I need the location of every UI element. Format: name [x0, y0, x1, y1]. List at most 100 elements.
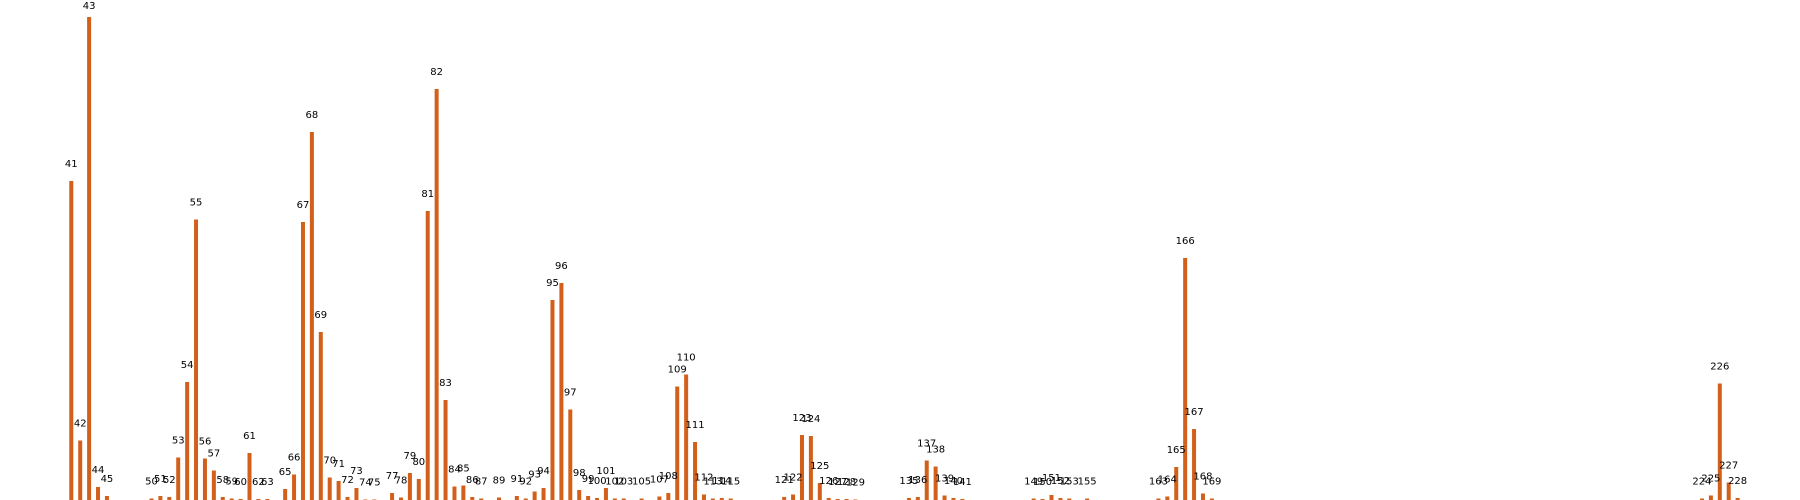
- bar-163: [1156, 498, 1161, 500]
- bar-52: [167, 497, 172, 500]
- bar-label-128: 128: [837, 477, 856, 488]
- bar-label-105: 105: [632, 477, 651, 488]
- bar-169: [1209, 498, 1214, 500]
- bar-125: [817, 483, 822, 500]
- bar-label-150: 150: [1033, 477, 1052, 488]
- bar-label-127: 127: [828, 477, 847, 488]
- bar-label-110: 110: [677, 353, 696, 364]
- bar-228: [1735, 498, 1740, 500]
- bar-93: [532, 491, 537, 500]
- bar-114: [719, 498, 724, 500]
- bar-label-111: 111: [686, 420, 705, 431]
- bar-label-45: 45: [101, 474, 114, 485]
- bar-label-78: 78: [395, 476, 408, 487]
- bar-79: [407, 473, 412, 500]
- bar-69: [318, 332, 323, 500]
- bar-100: [595, 498, 600, 500]
- bar-99: [586, 496, 591, 500]
- bar-167: [1192, 429, 1197, 500]
- bar-165: [1174, 467, 1179, 500]
- bar-label-66: 66: [288, 453, 301, 464]
- bar-68: [309, 132, 314, 500]
- bar-72: [345, 497, 350, 500]
- bar-label-86: 86: [466, 475, 479, 486]
- bar-label-98: 98: [573, 468, 586, 479]
- bar-61: [247, 453, 252, 500]
- bar-50: [149, 498, 154, 500]
- bar-label-55: 55: [190, 198, 203, 209]
- bar-label-96: 96: [555, 261, 568, 272]
- bar-label-75: 75: [368, 478, 381, 489]
- bar-110: [684, 374, 689, 500]
- bar-label-163: 163: [1149, 477, 1168, 488]
- bar-label-125: 125: [810, 461, 829, 472]
- bar-168: [1200, 493, 1205, 500]
- bar-138: [933, 466, 938, 500]
- bar-149: [1031, 498, 1036, 500]
- bar-label-101: 101: [596, 466, 615, 477]
- bar-label-68: 68: [306, 110, 319, 121]
- bar-53: [176, 457, 181, 500]
- bar-112: [701, 494, 706, 500]
- bar-label-152: 152: [1051, 476, 1070, 487]
- bar-label-72: 72: [341, 475, 354, 486]
- bar-108: [666, 493, 671, 500]
- bar-124: [808, 436, 813, 500]
- bar-label-99: 99: [582, 474, 595, 485]
- bar-label-51: 51: [154, 474, 167, 485]
- bar-label-164: 164: [1158, 475, 1177, 486]
- bar-label-73: 73: [350, 466, 363, 477]
- bar-70: [327, 477, 332, 500]
- bar-115: [728, 498, 733, 500]
- bar-label-95: 95: [546, 278, 559, 289]
- bar-label-89: 89: [493, 476, 506, 487]
- bar-label-91: 91: [510, 474, 523, 485]
- bar-65: [283, 489, 288, 500]
- bar-label-115: 115: [721, 477, 740, 488]
- bar-label-225: 225: [1701, 474, 1720, 485]
- bar-label-114: 114: [712, 476, 731, 487]
- bar-label-138: 138: [926, 445, 945, 456]
- bar-label-129: 129: [846, 478, 865, 489]
- bar-87: [479, 498, 484, 500]
- bar-label-71: 71: [332, 459, 345, 470]
- bar-43: [87, 17, 92, 500]
- bar-label-122: 122: [784, 473, 803, 484]
- bar-155: [1085, 498, 1090, 500]
- bar-98: [577, 490, 582, 500]
- bar-label-151: 151: [1042, 473, 1061, 484]
- bar-label-59: 59: [225, 477, 238, 488]
- bar-label-62: 62: [252, 477, 265, 488]
- bar-label-167: 167: [1185, 407, 1204, 418]
- bar-label-102: 102: [605, 477, 624, 488]
- bar-label-227: 227: [1719, 461, 1738, 472]
- bar-label-100: 100: [587, 476, 606, 487]
- bar-56: [202, 458, 207, 500]
- bar-164: [1165, 496, 1170, 500]
- bar-label-69: 69: [314, 310, 327, 321]
- bar-226: [1717, 383, 1722, 500]
- bar-95: [550, 300, 555, 500]
- bar-67: [300, 222, 305, 500]
- bar-77: [390, 493, 395, 500]
- bar-label-94: 94: [537, 466, 550, 477]
- bar-label-155: 155: [1078, 477, 1097, 488]
- bar-41: [69, 181, 74, 500]
- bar-58: [220, 497, 225, 500]
- bar-label-43: 43: [83, 1, 96, 12]
- bar-54: [185, 382, 190, 500]
- bar-label-74: 74: [359, 478, 372, 489]
- bar-96: [559, 283, 564, 500]
- bar-label-70: 70: [323, 456, 336, 467]
- bar-label-103: 103: [614, 477, 633, 488]
- bar-label-166: 166: [1176, 236, 1195, 247]
- bar-label-42: 42: [74, 419, 87, 430]
- bar-label-80: 80: [412, 457, 425, 468]
- bar-label-57: 57: [207, 449, 220, 460]
- bar-label-226: 226: [1710, 362, 1729, 373]
- bar-label-41: 41: [65, 159, 78, 170]
- bar-label-140: 140: [944, 476, 963, 487]
- bar-label-81: 81: [421, 189, 434, 200]
